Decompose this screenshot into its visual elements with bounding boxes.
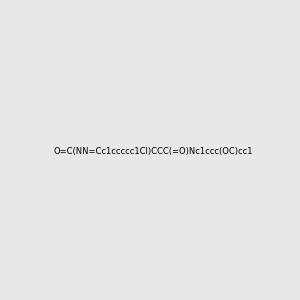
Text: O=C(NN=Cc1ccccc1Cl)CCC(=O)Nc1ccc(OC)cc1: O=C(NN=Cc1ccccc1Cl)CCC(=O)Nc1ccc(OC)cc1: [54, 147, 254, 156]
